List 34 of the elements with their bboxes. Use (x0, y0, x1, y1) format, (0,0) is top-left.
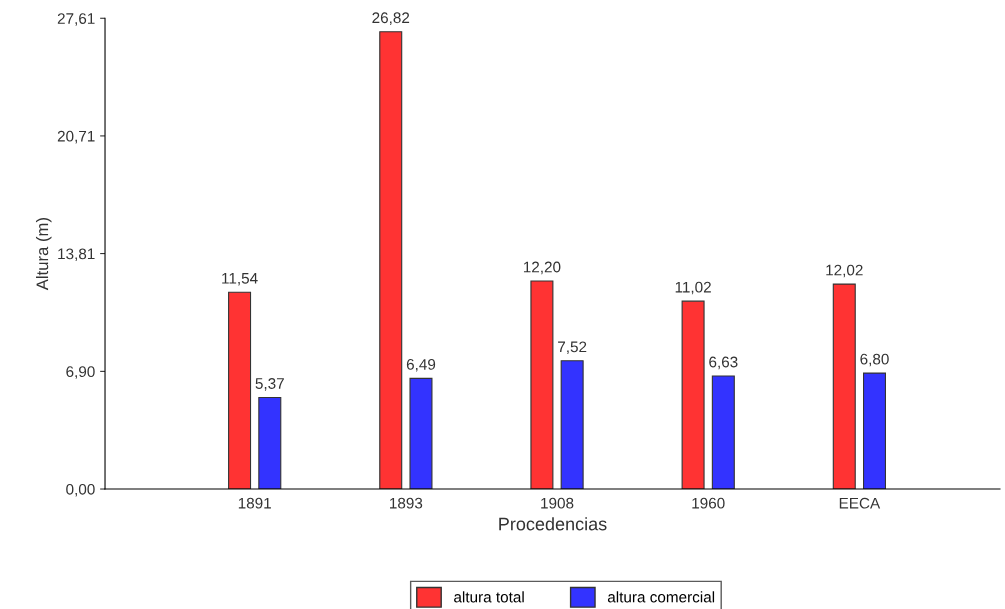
bar (409, 377, 433, 490)
y-axis-title: Altura (m) (35, 218, 52, 291)
bar (711, 375, 735, 490)
legend-label: altura comercial (607, 591, 715, 603)
data-label: 26,82 (372, 12, 410, 25)
x-tick-label: 1908 (541, 497, 574, 509)
bar (832, 283, 856, 490)
data-label: 6,80 (860, 353, 889, 367)
x-tick-label: 1891 (238, 497, 271, 509)
x-axis-title: Procedencias (499, 517, 607, 531)
y-tick-label: 0,00 (66, 483, 95, 497)
x-tick-label: 1893 (390, 497, 423, 509)
data-label: 6,63 (709, 356, 738, 370)
y-tick-label: 13,81 (58, 248, 95, 262)
bar (530, 280, 554, 490)
y-tick-label: 27,61 (57, 13, 95, 26)
x-tick-label: 1960 (692, 497, 725, 509)
bar (228, 291, 252, 490)
data-label: 12,02 (826, 264, 863, 278)
y-tick-label: 20,71 (57, 130, 95, 144)
legend-label: altura total (454, 591, 524, 603)
bar (258, 396, 282, 490)
data-label: 6,49 (406, 358, 436, 372)
data-label: 11,02 (675, 281, 711, 295)
bar (560, 360, 584, 490)
data-label: 7,52 (558, 341, 587, 355)
bar (379, 31, 403, 490)
x-tick-label: EECA (839, 497, 881, 509)
data-label: 11,54 (222, 273, 258, 286)
bar (681, 300, 705, 490)
data-label: 12,20 (523, 261, 561, 275)
bar (862, 372, 887, 490)
data-label: 5,37 (255, 378, 284, 391)
y-tick-label: 6,90 (66, 366, 95, 379)
